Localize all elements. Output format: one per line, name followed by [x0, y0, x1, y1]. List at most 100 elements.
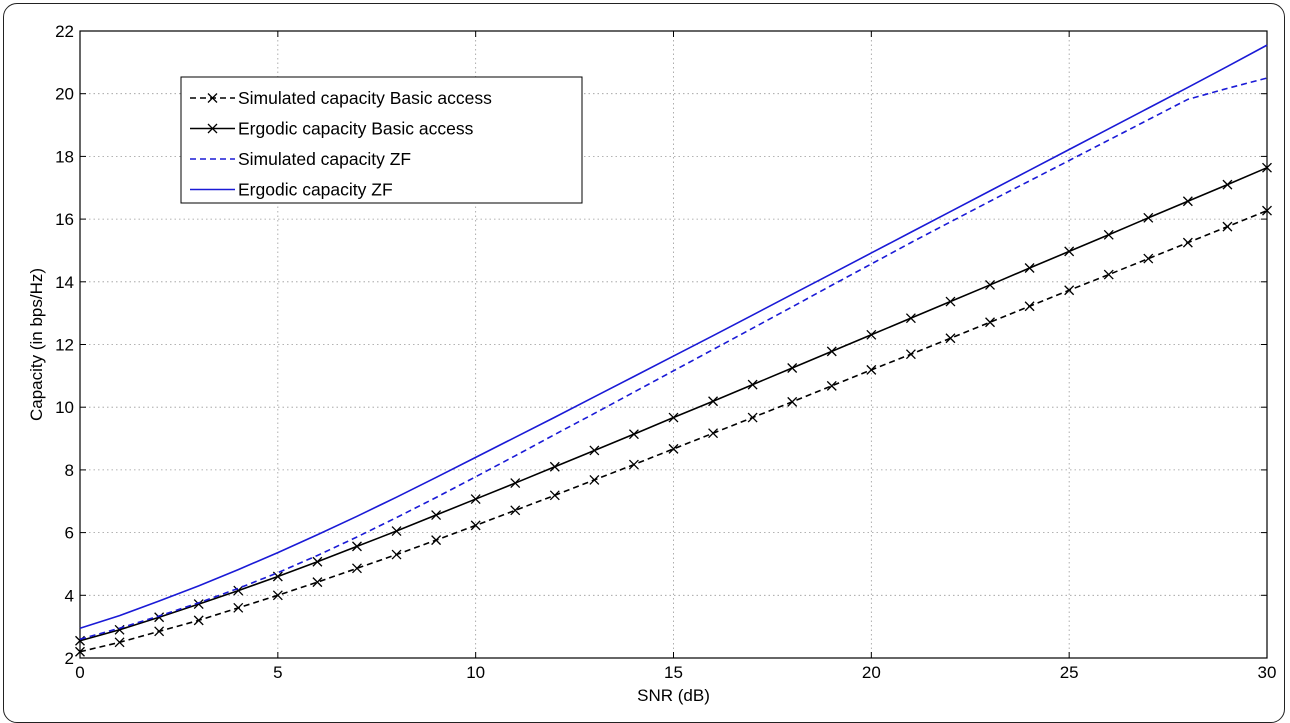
- legend-item: Ergodic capacity ZF: [190, 180, 393, 200]
- data-point: [747, 379, 758, 390]
- series-1: [75, 205, 1272, 657]
- x-tick-label: 10: [466, 663, 485, 682]
- axis-ticks: 0 5 10 15 20 25 30 2 4 6 8 10 12 14 16 18 20 22: [55, 22, 1276, 682]
- data-point: [154, 626, 165, 637]
- y-tick-label: 12: [55, 336, 74, 355]
- x-tick-label: 30: [1258, 663, 1277, 682]
- data-point: [589, 445, 600, 456]
- series-3: [79, 77, 1268, 640]
- legend-marker: [207, 93, 218, 103]
- legend-item: Ergodic capacity Basic access: [190, 119, 474, 139]
- x-tick-label: 5: [273, 663, 282, 682]
- data-point: [905, 349, 916, 360]
- data-point: [352, 563, 362, 574]
- data-point: [1222, 221, 1233, 232]
- data-point: [510, 478, 521, 489]
- legend-box: [180, 76, 583, 204]
- data-point: [708, 396, 719, 407]
- y-tick-label: 22: [55, 22, 74, 41]
- data-point: [312, 577, 323, 588]
- data-point: [826, 380, 837, 391]
- data-point: [352, 541, 362, 552]
- data-point: [233, 602, 244, 613]
- data-point: [549, 461, 560, 472]
- data-point: [272, 590, 283, 601]
- data-point: [1024, 301, 1035, 312]
- series-group: [75, 44, 1272, 657]
- data-point: [510, 505, 521, 516]
- y-tick-label: 18: [55, 147, 74, 166]
- data-point: [154, 612, 165, 623]
- series-2: [75, 162, 1272, 646]
- data-point: [668, 412, 679, 423]
- x-tick-label: 20: [862, 663, 881, 682]
- series-line: [79, 77, 1268, 640]
- data-point: [470, 520, 481, 531]
- data-point: [470, 494, 481, 505]
- data-point: [1064, 246, 1075, 257]
- data-point: [945, 296, 956, 307]
- y-tick-label: 2: [65, 649, 74, 668]
- data-point: [391, 526, 402, 536]
- data-point: [75, 646, 85, 657]
- data-point: [431, 535, 442, 546]
- legend-label: Simulated capacity ZF: [238, 149, 411, 169]
- x-axis-label: SNR (dB): [637, 686, 710, 705]
- series-line: [79, 44, 1268, 629]
- y-tick-label: 16: [55, 210, 74, 229]
- legend-label: Ergodic capacity Basic access: [238, 119, 474, 139]
- x-tick-label: 0: [75, 663, 84, 682]
- data-point: [233, 585, 244, 596]
- y-tick-label: 6: [65, 524, 74, 543]
- legend: Simulated capacity Basic access Ergodic c…: [180, 76, 583, 204]
- y-tick-label: 10: [55, 398, 74, 417]
- data-point: [1064, 285, 1075, 296]
- data-point: [787, 396, 798, 407]
- legend-marker: [207, 123, 218, 134]
- legend-item: Simulated capacity ZF: [190, 149, 411, 169]
- legend-item: Simulated capacity Basic access: [190, 88, 492, 108]
- data-point: [985, 279, 995, 290]
- y-tick-label: 20: [55, 85, 74, 104]
- data-point: [1182, 237, 1193, 248]
- data-point: [1222, 179, 1233, 190]
- y-tick-label: 8: [65, 461, 74, 480]
- legend-label: Simulated capacity Basic access: [238, 88, 492, 108]
- data-point: [866, 329, 877, 340]
- x-tick-label: 25: [1060, 663, 1079, 682]
- data-point: [391, 549, 402, 560]
- data-point: [1103, 269, 1114, 280]
- data-point: [431, 510, 442, 521]
- data-point: [985, 317, 995, 328]
- data-point: [747, 412, 758, 423]
- y-axis-label: Capacity (in bps/Hz): [27, 268, 46, 421]
- data-point: [628, 429, 639, 440]
- data-point: [1262, 162, 1272, 173]
- data-point: [549, 490, 560, 501]
- data-point: [193, 615, 204, 626]
- data-point: [708, 428, 719, 439]
- data-point: [312, 556, 323, 567]
- y-tick-label: 14: [55, 273, 74, 292]
- data-point: [905, 313, 916, 324]
- data-point: [1143, 212, 1154, 223]
- data-point: [1143, 253, 1154, 264]
- data-point: [945, 333, 956, 344]
- data-point: [826, 346, 837, 357]
- series-4: [79, 44, 1268, 629]
- legend-label: Ergodic capacity ZF: [238, 180, 393, 200]
- data-point: [866, 364, 877, 375]
- data-point: [1182, 196, 1193, 207]
- data-point: [787, 363, 798, 373]
- data-point: [589, 474, 600, 485]
- data-point: [628, 459, 639, 470]
- data-point: [1103, 229, 1114, 240]
- data-point: [1024, 263, 1035, 273]
- data-point: [114, 637, 125, 648]
- data-point: [668, 443, 679, 454]
- data-point: [1262, 205, 1272, 216]
- x-tick-label: 15: [664, 663, 683, 682]
- data-point: [193, 599, 204, 610]
- y-tick-label: 4: [65, 586, 74, 605]
